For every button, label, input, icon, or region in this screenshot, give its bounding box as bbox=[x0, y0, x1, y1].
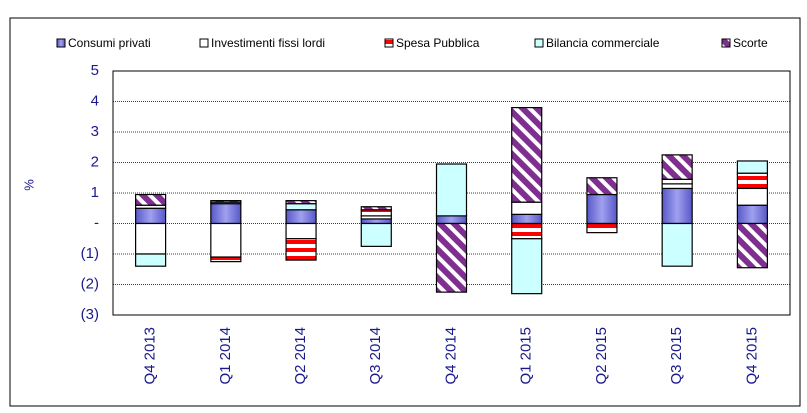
legend-swatch bbox=[534, 38, 544, 48]
legend-label: Investimenti fissi lordi bbox=[211, 36, 325, 50]
bar-segment bbox=[135, 207, 167, 225]
legend-swatch bbox=[721, 38, 731, 48]
x-tick-label: Q1 2014 bbox=[217, 327, 234, 385]
bar-segment bbox=[135, 193, 167, 206]
y-tick-label: 1 bbox=[91, 184, 99, 201]
bar-segment bbox=[586, 193, 618, 225]
y-tick-label: (3) bbox=[81, 306, 99, 323]
frame bbox=[9, 17, 801, 407]
bar-segment bbox=[661, 183, 693, 190]
y-tick-label: (1) bbox=[81, 245, 99, 262]
bar-segment bbox=[736, 187, 768, 206]
bar-segment bbox=[285, 222, 317, 240]
x-tick-label: Q3 2014 bbox=[367, 327, 384, 385]
bar-segment bbox=[435, 222, 468, 293]
bar-segment bbox=[210, 203, 242, 225]
bar-segment bbox=[135, 253, 167, 267]
x-tick-label: Q2 2014 bbox=[292, 327, 309, 385]
legend-swatch bbox=[56, 38, 66, 48]
bar-segment bbox=[435, 163, 468, 217]
bar-segment bbox=[360, 218, 392, 225]
bar-segment bbox=[511, 213, 543, 225]
bar-segment bbox=[736, 160, 768, 174]
bar-segment bbox=[135, 222, 167, 255]
legend-swatch bbox=[199, 38, 209, 48]
x-tick-label: Q3 2015 bbox=[668, 327, 685, 385]
bar-segment bbox=[285, 200, 317, 205]
bar-segment bbox=[210, 200, 242, 203]
x-tick-label: Q1 2015 bbox=[518, 327, 535, 385]
bar-segment bbox=[661, 178, 693, 185]
y-tick-label: 2 bbox=[91, 153, 99, 170]
bar-segment bbox=[210, 222, 242, 258]
bar-segment bbox=[285, 209, 317, 225]
bar-segment bbox=[736, 222, 768, 269]
bar-segment bbox=[360, 206, 392, 211]
y-tick-label: - bbox=[94, 214, 99, 231]
x-tick-label: Q4 2014 bbox=[442, 327, 459, 385]
bar-segment bbox=[285, 238, 317, 261]
x-tick-label: Q2 2015 bbox=[593, 327, 610, 385]
y-tick-label: 3 bbox=[91, 123, 99, 140]
bar-segment bbox=[586, 177, 618, 196]
y-tick-label: 4 bbox=[91, 92, 99, 109]
legend-label: Bilancia commerciale bbox=[546, 36, 660, 50]
legend-label: Consumi privati bbox=[68, 36, 151, 50]
bar-segment bbox=[511, 238, 543, 295]
bar-segment bbox=[736, 204, 768, 225]
bar-segment bbox=[661, 187, 693, 225]
bar-segment bbox=[360, 209, 392, 217]
bar-segment bbox=[586, 222, 618, 234]
x-tick-label: Q4 2015 bbox=[743, 327, 760, 385]
x-tick-label: Q4 2013 bbox=[142, 327, 159, 385]
bar-segment bbox=[661, 154, 693, 180]
bar-segment bbox=[511, 106, 543, 203]
bar-segment bbox=[661, 222, 693, 267]
bar-segment bbox=[736, 172, 768, 190]
bar-segment bbox=[511, 201, 543, 215]
bar-segment bbox=[210, 256, 242, 263]
legend-label: Scorte bbox=[733, 36, 768, 50]
y-tick-label: (2) bbox=[81, 275, 99, 292]
y-label: % bbox=[21, 179, 36, 191]
y-tick-label: 5 bbox=[91, 62, 99, 79]
legend-swatch bbox=[384, 38, 394, 48]
legend-label: Spesa Pubblica bbox=[396, 36, 480, 50]
bar-segment bbox=[435, 215, 468, 225]
bar-segment bbox=[360, 222, 392, 247]
bar-segment bbox=[511, 222, 543, 240]
bar-segment bbox=[285, 203, 317, 211]
